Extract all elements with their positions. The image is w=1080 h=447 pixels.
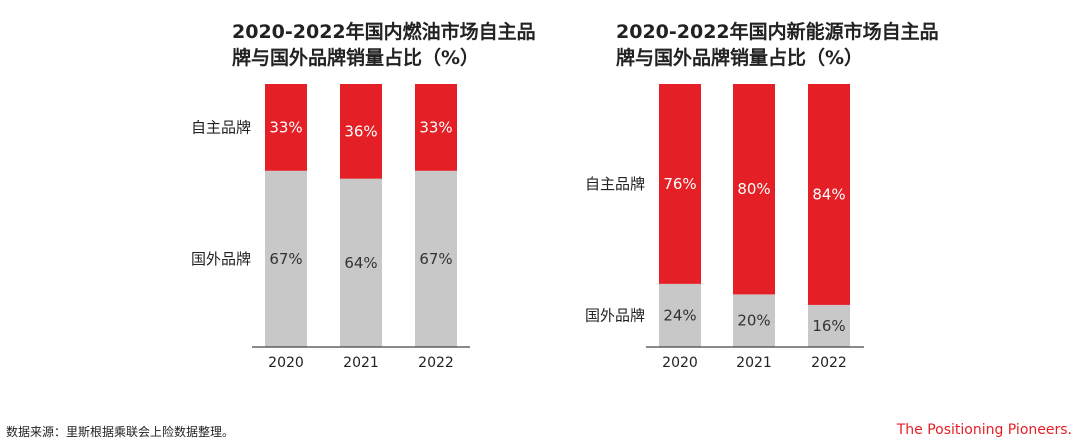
label-foreign-2021: 64%: [344, 254, 377, 272]
chart-title-line-2: 牌与国外品牌销量占比（%）: [232, 46, 479, 69]
x-tick-2021: 2021: [343, 355, 379, 371]
bar-domestic-2021: [733, 84, 775, 295]
legend-label-foreign: 国外品牌: [191, 250, 251, 268]
bar-foreign-2022: [415, 170, 457, 347]
chart-title-line-1: 2020-2022年国内燃油市场自主品: [232, 20, 536, 43]
label-foreign-2020: 24%: [663, 306, 696, 324]
legend-label-foreign: 国外品牌: [585, 306, 645, 324]
bar-domestic-2020: [659, 84, 701, 284]
label-domestic-2021: 36%: [344, 122, 377, 140]
brand-tagline: The Positioning Pioneers.: [896, 422, 1072, 438]
bar-domestic-2022: [808, 84, 850, 305]
legend-label-domestic: 自主品牌: [585, 175, 645, 193]
bar-foreign-2021: [733, 294, 775, 347]
label-foreign-2022: 67%: [419, 250, 452, 268]
x-tick-2020: 2020: [268, 355, 304, 371]
label-domestic-2022: 33%: [419, 118, 452, 136]
bar-domestic-2021: [340, 84, 382, 179]
chart-title-line-1: 2020-2022年国内新能源市场自主品: [616, 20, 939, 43]
x-tick-2022: 2022: [811, 355, 847, 371]
bar-foreign-2021: [340, 178, 382, 347]
x-tick-2021: 2021: [736, 355, 772, 371]
label-domestic-2022: 84%: [812, 185, 845, 203]
label-domestic-2020: 76%: [663, 175, 696, 193]
label-foreign-2020: 67%: [269, 250, 302, 268]
bar-foreign-2022: [808, 304, 850, 347]
chart-title-line-2: 牌与国外品牌销量占比（%）: [616, 46, 863, 69]
bar-domestic-2020: [265, 84, 307, 171]
bar-foreign-2020: [265, 170, 307, 347]
label-foreign-2022: 16%: [812, 317, 845, 335]
legend-label-domestic: 自主品牌: [191, 118, 251, 136]
x-tick-2022: 2022: [418, 355, 454, 371]
x-tick-2020: 2020: [662, 355, 698, 371]
bar-domestic-2022: [415, 84, 457, 171]
label-domestic-2020: 33%: [269, 118, 302, 136]
bar-foreign-2020: [659, 283, 701, 347]
source-note: 数据来源：里斯根据乘联会上险数据整理。: [6, 425, 235, 439]
label-domestic-2021: 80%: [737, 180, 770, 198]
label-foreign-2021: 20%: [737, 312, 770, 330]
